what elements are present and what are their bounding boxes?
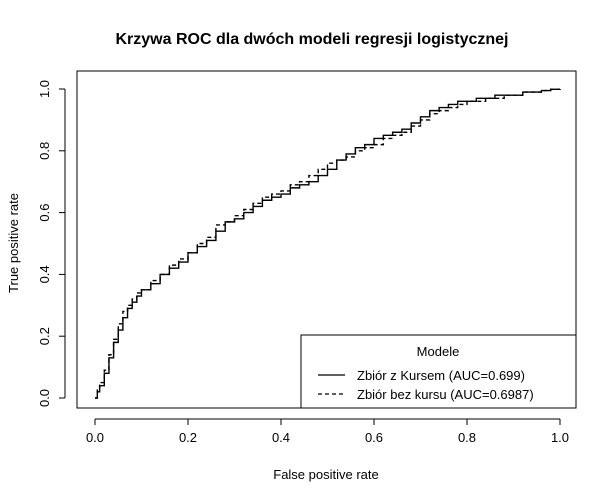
y-axis-label: True positive rate <box>6 193 21 293</box>
x-tick-label: 0.6 <box>365 430 383 445</box>
x-tick-label: 0.8 <box>458 430 476 445</box>
y-tick-label: 0.6 <box>37 204 52 222</box>
y-tick-label: 1.0 <box>37 80 52 98</box>
legend: Modele Zbiór z Kursem (AUC=0.699) Zbiór … <box>300 334 577 409</box>
y-axis-ticks: 0.0 0.2 0.4 0.6 0.8 1.0 <box>37 80 65 407</box>
legend-box <box>300 334 577 409</box>
x-tick-label: 0.2 <box>179 430 197 445</box>
chart-title: Krzywa ROC dla dwóch modeli regresji log… <box>116 31 509 48</box>
y-tick-label: 0.8 <box>37 142 52 160</box>
x-axis-ticks: 0.0 0.2 0.4 0.6 0.8 1.0 <box>86 419 569 445</box>
series-line-bez-kursu <box>95 88 561 399</box>
series-group <box>95 88 561 399</box>
x-tick-label: 1.0 <box>551 430 569 445</box>
y-tick-label: 0.4 <box>37 265 52 283</box>
x-axis-label: False positive rate <box>273 467 379 482</box>
y-tick-label: 0.2 <box>37 327 52 345</box>
legend-title: Modele <box>417 344 460 359</box>
y-tick-label: 0.0 <box>37 389 52 407</box>
legend-label-z-kursem: Zbiór z Kursem (AUC=0.699) <box>357 368 525 383</box>
x-tick-label: 0.0 <box>86 430 104 445</box>
legend-label-bez-kursu: Zbiór bez kursu (AUC=0.6987) <box>357 387 534 402</box>
x-tick-label: 0.4 <box>272 430 290 445</box>
